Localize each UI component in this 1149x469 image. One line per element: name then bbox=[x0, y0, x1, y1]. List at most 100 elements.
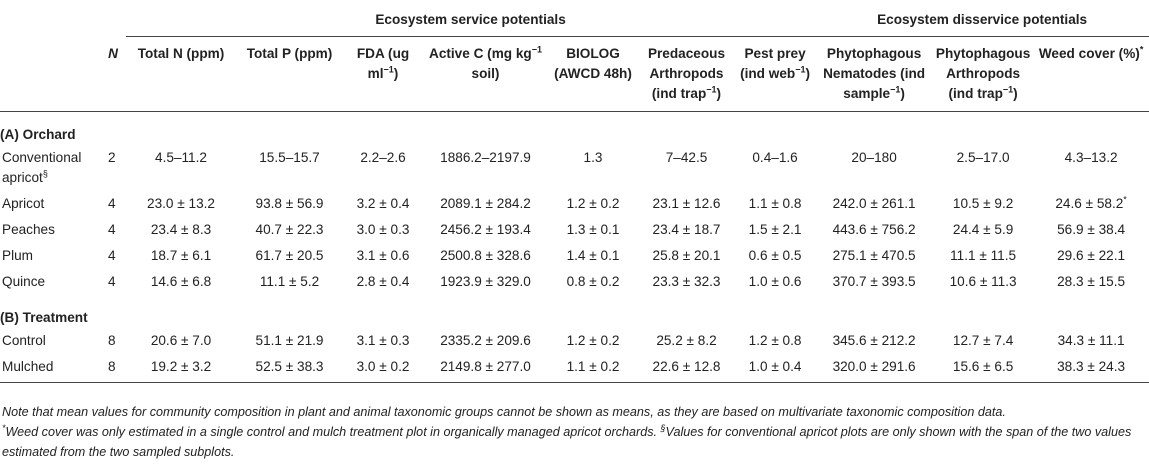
table-cell: 2 bbox=[108, 150, 116, 165]
table-cell: 4 bbox=[108, 222, 116, 237]
table-cell: 4 bbox=[108, 274, 116, 289]
row-label: Conventional apricot§ bbox=[2, 150, 82, 185]
column-header: FDA (ug ml−1) bbox=[343, 36, 423, 112]
table-cell: 0.6 ± 0.5 bbox=[748, 248, 802, 263]
table-cell: 23.1 ± 12.6 bbox=[652, 196, 721, 211]
table-cell: 38.3 ± 24.3 bbox=[1033, 354, 1149, 383]
column-header: N bbox=[100, 36, 126, 112]
table-cell: 3.1 ± 0.3 bbox=[356, 333, 410, 348]
table-row: Conventional apricot§ 2 4.5–11.2 15.5–15.7 2… bbox=[0, 145, 1149, 191]
table-cell: 15.5–15.7 bbox=[259, 150, 320, 165]
table-cell: 2335.2 ± 209.6 bbox=[440, 333, 531, 348]
table-cell: 24.6 ± 58.2* bbox=[1055, 194, 1127, 211]
table-row: Mulched 8 19.2 ± 3.2 52.5 ± 38.3 3.0 ± 0.2 21… bbox=[0, 354, 1149, 383]
table-cell: 2.2–2.6 bbox=[360, 150, 406, 165]
table-cell: 1.5 ± 2.1 bbox=[748, 222, 802, 237]
table-cell: 93.8 ± 56.9 bbox=[255, 196, 324, 211]
table-cell: 3.0 ± 0.3 bbox=[356, 222, 410, 237]
table-cell: 61.7 ± 20.5 bbox=[255, 248, 324, 263]
table-cell: 1.1 ± 0.8 bbox=[748, 196, 802, 211]
table-cell: 1.2 ± 0.8 bbox=[748, 333, 802, 348]
table-cell: 2089.1 ± 284.2 bbox=[440, 196, 531, 211]
table-cell: 320.0 ± 291.6 bbox=[815, 354, 934, 383]
table-cell: 345.6 ± 212.2 bbox=[832, 333, 916, 348]
table-cell: 1.2 ± 0.2 bbox=[566, 333, 620, 348]
table-cell: 25.2 ± 8.2 bbox=[656, 333, 717, 348]
table-cell: 22.6 ± 12.8 bbox=[638, 354, 735, 383]
table-cell: 2456.2 ± 193.4 bbox=[440, 222, 531, 237]
table-cell: 24.4 ± 5.9 bbox=[952, 222, 1014, 237]
row-label: Apricot bbox=[2, 196, 45, 211]
table-cell: 52.5 ± 38.3 bbox=[236, 354, 343, 383]
table-cell: 23.3 ± 32.3 bbox=[652, 274, 721, 289]
table-cell: 20–180 bbox=[851, 150, 897, 165]
table-cell: 11.1 ± 11.5 bbox=[950, 248, 1017, 263]
table-cell: 23.4 ± 8.3 bbox=[150, 222, 212, 237]
column-header: Weed cover (%)* bbox=[1033, 36, 1149, 112]
table-cell: 14.6 ± 6.8 bbox=[150, 274, 212, 289]
column-header: Pest prey (ind web−1) bbox=[735, 36, 816, 112]
table-cell: 29.6 ± 22.1 bbox=[1057, 248, 1126, 263]
table-cell: 4.3–13.2 bbox=[1064, 150, 1118, 165]
data-table: Ecosystem service potentials Ecosystem d… bbox=[0, 4, 1149, 383]
table-cell: 20.6 ± 7.0 bbox=[150, 333, 212, 348]
column-header: Total N (ppm) bbox=[126, 36, 236, 112]
table-cell: 18.7 ± 6.1 bbox=[150, 248, 212, 263]
table-cell: 1886.2–2197.9 bbox=[440, 150, 531, 165]
table-cell: 28.3 ± 15.5 bbox=[1057, 274, 1126, 289]
note-main: Note that mean values for community comp… bbox=[2, 405, 1006, 419]
table-cell: 19.2 ± 3.2 bbox=[126, 354, 236, 383]
table-cell: 7–42.5 bbox=[665, 150, 708, 165]
table-cell: 10.5 ± 9.2 bbox=[952, 196, 1014, 211]
row-label: Quince bbox=[2, 274, 46, 289]
table-cell: 0.4–1.6 bbox=[752, 150, 798, 165]
table-cell: 51.1 ± 21.9 bbox=[255, 333, 324, 348]
section-row: (A) Orchard bbox=[0, 112, 1149, 146]
table-cell: 2500.8 ± 328.6 bbox=[440, 248, 531, 263]
table-cell: 15.6 ± 6.5 bbox=[933, 354, 1034, 383]
column-header-row: N Total N (ppm) Total P (ppm) FDA (ug ml… bbox=[0, 36, 1149, 112]
table-cell: 23.0 ± 13.2 bbox=[147, 196, 215, 211]
group-service: Ecosystem service potentials bbox=[126, 4, 816, 37]
column-header: Phytophagous Nematodes (ind sample−1) bbox=[815, 36, 934, 112]
column-header bbox=[0, 36, 100, 112]
table-cell: 4 bbox=[108, 248, 116, 263]
section-title: (A) Orchard bbox=[0, 127, 76, 142]
column-header: Active C (mg kg−1 soil) bbox=[423, 36, 548, 112]
table-cell: 443.6 ± 756.2 bbox=[832, 222, 916, 237]
group-disservice: Ecosystem disservice potentials bbox=[815, 4, 1149, 37]
column-header: Total P (ppm) bbox=[236, 36, 343, 112]
table-cell: 56.9 ± 38.4 bbox=[1057, 222, 1126, 237]
column-header: Predaceous Arthropods (ind trap−1) bbox=[638, 36, 735, 112]
row-label: Control bbox=[2, 333, 46, 348]
table-cell: 12.7 ± 7.4 bbox=[952, 333, 1014, 348]
table-cell: 1.3 bbox=[583, 150, 603, 165]
table-cell: 1.0 ± 0.4 bbox=[735, 354, 816, 383]
table-cell: 242.0 ± 261.1 bbox=[832, 196, 916, 211]
row-label: Mulched bbox=[0, 354, 100, 383]
table-cell: 1.1 ± 0.2 bbox=[548, 354, 638, 383]
table-cell: 3.1 ± 0.6 bbox=[356, 248, 410, 263]
section-row: (B) Treatment bbox=[0, 295, 1149, 328]
column-header: Phytophagous Arthropods (ind trap−1) bbox=[933, 36, 1034, 112]
table-cell: 25.8 ± 20.1 bbox=[652, 248, 721, 263]
table-cell: 8 bbox=[100, 354, 126, 383]
table-cell: 275.1 ± 470.5 bbox=[832, 248, 916, 263]
table-row: Plum 4 18.7 ± 6.1 61.7 ± 20.5 3.1 ± 0.6 2500.… bbox=[0, 243, 1149, 269]
table-body: (A) Orchard Conventional apricot§ 2 4.5–11.… bbox=[0, 112, 1149, 383]
note-footnotes: *Weed cover was only estimated in a sing… bbox=[2, 422, 1132, 459]
table-cell: 2149.8 ± 277.0 bbox=[423, 354, 548, 383]
table-cell: 1.4 ± 0.1 bbox=[566, 248, 620, 263]
table-cell: 1923.9 ± 329.0 bbox=[440, 274, 531, 289]
table-cell: 3.2 ± 0.4 bbox=[356, 196, 410, 211]
row-label: Peaches bbox=[2, 222, 55, 237]
table-cell: 40.7 ± 22.3 bbox=[255, 222, 324, 237]
table-cell: 11.1 ± 5.2 bbox=[259, 274, 320, 289]
group-header-row: Ecosystem service potentials Ecosystem d… bbox=[0, 4, 1149, 37]
table-cell: 8 bbox=[108, 333, 116, 348]
table-row: Apricot 4 23.0 ± 13.2 93.8 ± 56.9 3.2 ± 0.4 2… bbox=[0, 191, 1149, 217]
table-notes: Note that mean values for community comp… bbox=[2, 402, 1147, 462]
column-header: BIOLOG (AWCD 48h) bbox=[548, 36, 638, 112]
section-title: (B) Treatment bbox=[0, 310, 88, 325]
table-row: Peaches 4 23.4 ± 8.3 40.7 ± 22.3 3.0 ± 0.3 24… bbox=[0, 217, 1149, 243]
